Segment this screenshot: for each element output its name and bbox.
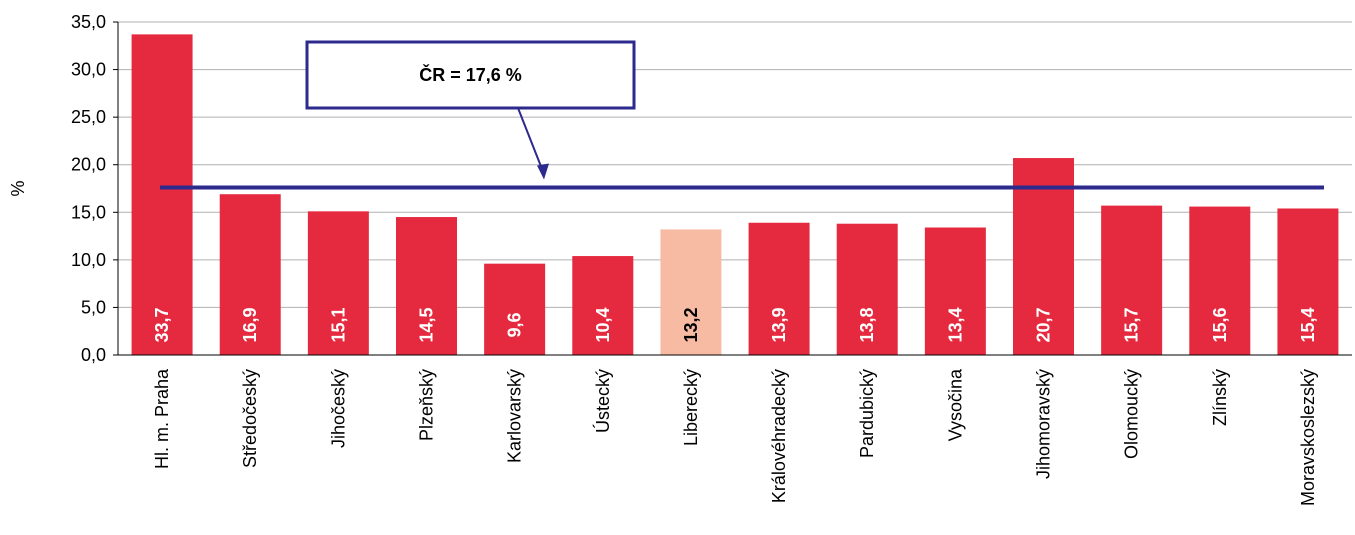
value-label: 15,6: [1210, 307, 1230, 342]
value-label: 16,9: [240, 307, 260, 342]
y-tick-label: 5,0: [81, 297, 106, 317]
reference-callout-box: [305, 40, 636, 110]
reference-callout-arrow: [517, 107, 544, 172]
bar: [1277, 208, 1339, 355]
value-label: 33,7: [152, 307, 172, 342]
category-label: Ústecký: [592, 369, 613, 433]
value-label: 9,6: [505, 312, 525, 337]
value-label: 15,4: [1298, 307, 1318, 342]
bar: [396, 217, 457, 355]
category-label: Hl. m. Praha: [152, 368, 172, 469]
value-label: 13,9: [769, 307, 789, 342]
bar: [307, 211, 369, 355]
bars: [131, 34, 1339, 356]
y-tick-labels: 0,0 5,0 10,0 15,0 20,0 25,0 30,0 35,0: [71, 12, 118, 365]
category-labels: Hl. m. Praha Středočeský Jihočeský Plzeňský…: [152, 368, 1318, 506]
value-label: 14,5: [417, 307, 437, 342]
value-label: 10,4: [593, 307, 613, 342]
y-tick-label: 0,0: [81, 345, 106, 365]
bar: [836, 223, 898, 355]
y-tick-label: 35,0: [71, 12, 106, 32]
y-tick-label: 25,0: [71, 107, 106, 127]
y-tick-label: 30,0: [71, 60, 106, 80]
value-label: 15,7: [1122, 307, 1142, 342]
category-label: Olomoucký: [1122, 369, 1142, 459]
category-label: Vysočina: [945, 368, 965, 441]
category-label: Královéhradecký: [769, 369, 789, 503]
category-label: Pardubický: [857, 369, 877, 458]
y-tick-label: 15,0: [71, 202, 106, 222]
value-label: 13,8: [857, 307, 877, 342]
axes: [117, 22, 1352, 356]
bar: [660, 229, 722, 355]
y-axis-label: %: [8, 180, 28, 196]
y-tick-label: 20,0: [71, 155, 106, 175]
value-label: 13,4: [945, 307, 965, 342]
y-tick-label: 10,0: [71, 250, 106, 270]
category-label: Zlínský: [1210, 369, 1230, 426]
bar: [748, 222, 810, 355]
value-label: 13,2: [681, 307, 701, 342]
reference-callout-label: ČR = 17,6 %: [419, 64, 522, 85]
bar: [484, 263, 546, 355]
bar: [924, 227, 986, 355]
gridlines: [118, 21, 1352, 308]
category-label: Liberecký: [681, 369, 701, 446]
category-label: Plzeňský: [417, 369, 437, 441]
reference-callout-arrowhead: [537, 163, 549, 180]
bar: [1013, 158, 1074, 355]
category-label: Středočeský: [240, 369, 260, 468]
category-label: Moravskoslezský: [1298, 369, 1318, 506]
bar: [572, 256, 634, 355]
value-label: 15,1: [328, 307, 348, 342]
value-labels: 33,7 16,9 15,1 14,5 9,6 10,4 13,2 13,9 13,8 13,4 2…: [152, 307, 1318, 342]
value-label: 20,7: [1034, 307, 1054, 342]
category-label: Jihočeský: [328, 369, 348, 448]
bar: [131, 34, 193, 356]
bar: [1101, 205, 1163, 355]
reference-line-group: ČR = 17,6 %: [160, 40, 1324, 190]
category-label: Jihomoravský: [1034, 369, 1054, 479]
bar: [219, 194, 281, 355]
bar: [1189, 206, 1251, 355]
category-label: Karlovarský: [505, 369, 525, 463]
